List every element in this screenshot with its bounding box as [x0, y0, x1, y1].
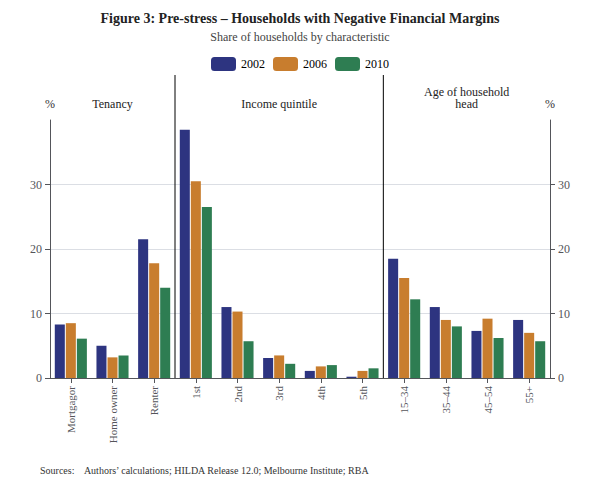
- svg-text:30: 30: [30, 178, 42, 192]
- svg-text:20: 20: [558, 242, 570, 256]
- svg-text:2nd: 2nd: [232, 386, 244, 403]
- svg-text:10: 10: [30, 307, 42, 321]
- svg-text:head: head: [455, 97, 478, 111]
- svg-text:10: 10: [558, 307, 570, 321]
- svg-text:55+: 55+: [523, 386, 535, 403]
- svg-text:2010: 2010: [365, 57, 389, 71]
- svg-text:Sources: Authors’ calculati: Sources: Authors’ calculations; HILDA Re…: [40, 465, 369, 476]
- svg-text:Income quintile: Income quintile: [241, 97, 317, 111]
- svg-text:Tenancy: Tenancy: [92, 97, 132, 111]
- svg-text:45–54: 45–54: [482, 386, 494, 414]
- svg-text:5th: 5th: [357, 386, 369, 401]
- svg-text:3rd: 3rd: [273, 386, 285, 401]
- svg-text:35–44: 35–44: [440, 386, 452, 414]
- svg-text:15–34: 15–34: [398, 386, 410, 414]
- svg-text:Age of household: Age of household: [424, 85, 510, 99]
- svg-text:30: 30: [558, 178, 570, 192]
- svg-text:0: 0: [558, 371, 564, 385]
- svg-text:20: 20: [30, 242, 42, 256]
- svg-text:0: 0: [36, 371, 42, 385]
- svg-text:%: %: [545, 97, 555, 111]
- svg-text:Renter: Renter: [148, 386, 160, 416]
- svg-text:Share of households by charact: Share of households by characteristic: [210, 30, 389, 44]
- svg-text:Mortgagor: Mortgagor: [65, 386, 77, 433]
- svg-text:4th: 4th: [315, 386, 327, 401]
- svg-text:1st: 1st: [190, 386, 202, 399]
- svg-text:Home owner: Home owner: [107, 386, 119, 443]
- svg-text:Figure 3: Pre-stress – Househo: Figure 3: Pre-stress – Households with N…: [101, 11, 501, 26]
- svg-text:2002: 2002: [241, 57, 265, 71]
- svg-text:2006: 2006: [303, 57, 327, 71]
- svg-text:%: %: [45, 97, 55, 111]
